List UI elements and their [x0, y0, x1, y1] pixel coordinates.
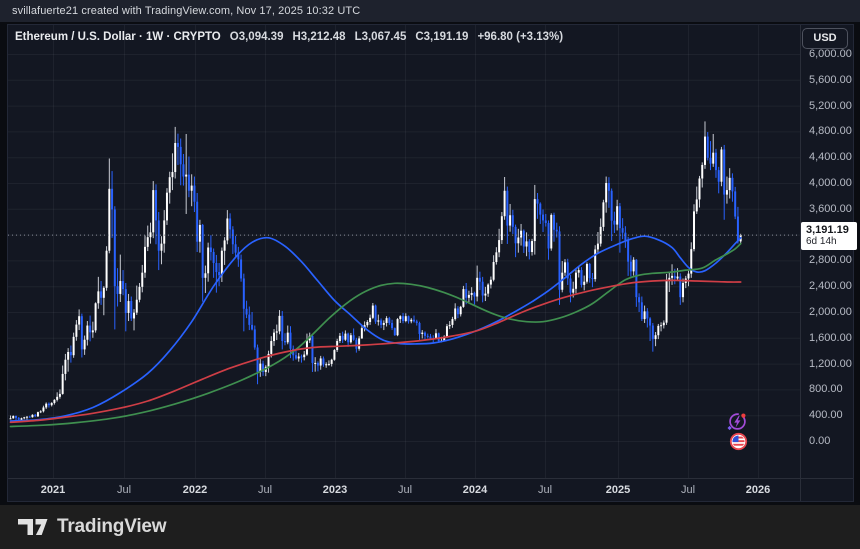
price-tick: 2,400.00	[809, 280, 852, 293]
symbol-title[interactable]: Ethereum / U.S. Dollar · 1W · CRYPTO	[15, 31, 221, 43]
price-tick: 6,000.00	[809, 48, 852, 60]
time-tick: 2026	[745, 484, 771, 496]
flag-icon	[729, 432, 747, 450]
time-tick: 2024	[462, 484, 488, 496]
attribution-bar: svillafuerte21 created with TradingView.…	[0, 0, 860, 22]
current-price-value: 3,191.19	[806, 224, 849, 237]
streams-flash-marker[interactable]	[726, 411, 748, 433]
ohlc-high: H3,212.48	[292, 31, 346, 43]
currency-toggle-button[interactable]: USD	[802, 28, 848, 49]
ohlc-open: O3,094.39	[229, 31, 284, 43]
time-tick: 2025	[605, 484, 631, 496]
price-tick: 4,400.00	[809, 151, 852, 164]
candles-layer	[9, 121, 742, 422]
time-tick: 2023	[322, 484, 348, 496]
footer: TradingView	[0, 505, 860, 549]
chart-panel: Ethereum / U.S. Dollar · 1W · CRYPTO O3,…	[8, 25, 857, 501]
time-tick: Jul	[397, 484, 413, 496]
current-price-label: 3,191.19 6d 14h	[801, 222, 857, 251]
tradingview-wordmark[interactable]: TradingView	[57, 516, 167, 537]
ohlc-low: L3,067.45	[354, 31, 407, 43]
time-tick: Jul	[537, 484, 553, 496]
time-tick: Jul	[680, 484, 696, 496]
price-chart[interactable]	[8, 25, 800, 478]
bar-countdown: 6d 14h	[806, 236, 837, 248]
price-tick: 1,200.00	[809, 357, 852, 370]
price-tick: 2,800.00	[809, 254, 852, 267]
tradingview-logo-icon[interactable]	[18, 518, 48, 536]
price-tick: 4,800.00	[809, 125, 852, 138]
time-tick: Jul	[116, 484, 132, 496]
price-tick: 3,600.00	[809, 202, 852, 215]
price-tick: 1,600.00	[809, 331, 852, 344]
ma-slow-200w	[9, 279, 742, 424]
time-tick: 2022	[182, 484, 208, 496]
price-tick: 5,200.00	[809, 99, 852, 112]
time-tick: Jul	[257, 484, 273, 496]
economic-event-marker[interactable]	[729, 432, 748, 451]
grid-layer	[8, 25, 800, 478]
flash-icon	[727, 413, 746, 431]
ma-mid-100w	[9, 242, 742, 428]
price-axis[interactable]: 6,000.00 5,600.00 5,200.00 4,800.00 4,400.00…	[800, 25, 853, 501]
price-change: +96.80 (+3.13%)	[477, 31, 564, 43]
price-tick: 0.00	[809, 435, 831, 447]
symbol-legend: Ethereum / U.S. Dollar · 1W · CRYPTO O3,…	[15, 31, 563, 43]
price-tick: 5,600.00	[809, 73, 852, 86]
time-tick: 2021	[40, 484, 66, 496]
attribution-text: svillafuerte21 created with TradingView.…	[12, 5, 361, 17]
price-tick: 4,000.00	[809, 177, 852, 189]
price-tick: 400.00	[809, 409, 843, 422]
ma-fast-50w	[9, 235, 742, 422]
price-tick: 800.00	[809, 383, 843, 396]
price-tick: 2,000.00	[809, 306, 852, 318]
time-axis[interactable]: 2021 Jul 2022 Jul 2023 Jul 2024 Jul 2025 Jul 2026	[8, 478, 853, 501]
ohlc-close: C3,191.19	[415, 31, 469, 43]
